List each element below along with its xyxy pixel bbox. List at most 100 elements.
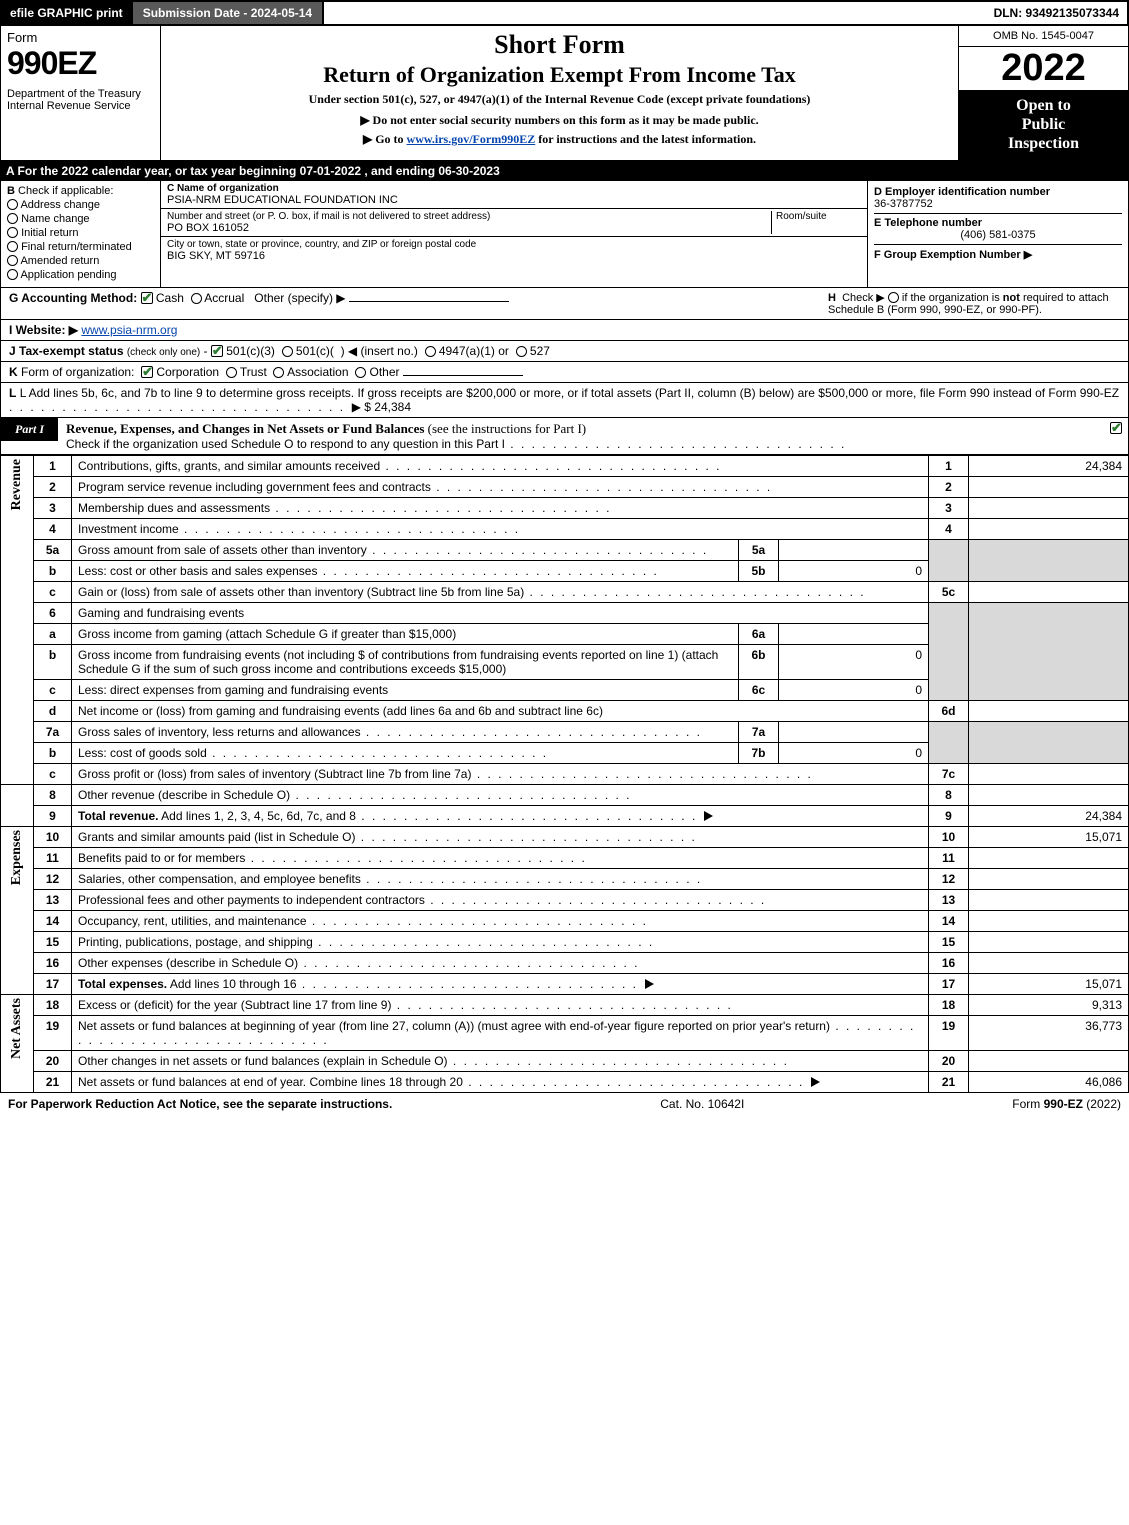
line-8-rn: 8 — [929, 784, 969, 805]
under-section: Under section 501(c), 527, or 4947(a)(1)… — [169, 92, 950, 107]
do-not-enter: ▶ Do not enter social security numbers o… — [169, 113, 950, 128]
line-18-num: 18 — [34, 994, 72, 1015]
line-9-rn: 9 — [929, 805, 969, 826]
goto-link[interactable]: www.irs.gov/Form990EZ — [407, 132, 536, 146]
check-name-change[interactable]: Name change — [7, 213, 154, 225]
form-title: Return of Organization Exempt From Incom… — [169, 62, 950, 88]
form-header: Form 990EZ Department of the Treasury In… — [0, 26, 1129, 161]
line-7b-num: b — [34, 742, 72, 763]
check-527[interactable] — [516, 346, 527, 357]
line-1-num: 1 — [34, 455, 72, 476]
line-15-value — [969, 931, 1129, 952]
check-address-change[interactable]: Address change — [7, 199, 154, 211]
line-7a-sc: 7a — [739, 721, 779, 742]
line-1-rn: 1 — [929, 455, 969, 476]
tax-year: 2022 — [959, 47, 1128, 90]
line-5a-desc: Gross amount from sale of assets other t… — [72, 539, 739, 560]
org-address: PO BOX 161052 — [167, 222, 771, 234]
topbar: efile GRAPHIC print Submission Date - 20… — [0, 0, 1129, 26]
line-15-rn: 15 — [929, 931, 969, 952]
check-accrual[interactable] — [191, 293, 202, 304]
box-b-head: B — [7, 185, 15, 197]
arrow-icon — [811, 1077, 820, 1087]
line-17-num: 17 — [34, 973, 72, 994]
line-6b-num: b — [34, 644, 72, 679]
i-label: I Website: ▶ — [9, 323, 78, 337]
line-19-num: 19 — [34, 1015, 72, 1050]
line-13-value — [969, 889, 1129, 910]
box-d-e-f: D Employer identification number 36-3787… — [868, 181, 1128, 287]
line-6-shade — [929, 602, 969, 700]
line-2-rn: 2 — [929, 476, 969, 497]
check-trust[interactable] — [226, 367, 237, 378]
check-other-org[interactable] — [355, 367, 366, 378]
line-19-value: 36,773 — [969, 1015, 1129, 1050]
short-form-title: Short Form — [169, 30, 950, 60]
check-cash[interactable] — [141, 292, 153, 304]
line-4-rn: 4 — [929, 518, 969, 539]
website-link[interactable]: www.psia-nrm.org — [81, 323, 177, 337]
line-6d-rn: 6d — [929, 700, 969, 721]
revenue-label: Revenue — [1, 455, 34, 784]
rows-g-to-k: G Accounting Method: Cash Accrual Other … — [0, 288, 1129, 383]
line-7a-sv — [779, 721, 929, 742]
room-label: Room/suite — [776, 211, 861, 222]
line-7b-desc: Less: cost of goods sold — [72, 742, 739, 763]
line-13-num: 13 — [34, 889, 72, 910]
line-6c-sv: 0 — [779, 679, 929, 700]
check-h[interactable] — [888, 292, 899, 303]
line-8-value — [969, 784, 1129, 805]
check-assoc[interactable] — [273, 367, 284, 378]
check-4947[interactable] — [425, 346, 436, 357]
line-4-desc: Investment income — [72, 518, 929, 539]
line-14-desc: Occupancy, rent, utilities, and maintena… — [72, 910, 929, 931]
line-5c-desc: Gain or (loss) from sale of assets other… — [72, 581, 929, 602]
line-10-rn: 10 — [929, 826, 969, 847]
line-20-desc: Other changes in net assets or fund bala… — [72, 1050, 929, 1071]
dept-name: Department of the Treasury — [7, 88, 154, 100]
line-6c-num: c — [34, 679, 72, 700]
line-7ab-shade-v — [969, 721, 1129, 763]
check-corp[interactable] — [141, 366, 153, 378]
check-501c[interactable] — [282, 346, 293, 357]
line-2-num: 2 — [34, 476, 72, 497]
form-id-block: Form 990EZ Department of the Treasury In… — [1, 26, 161, 160]
line-5a-sv — [779, 539, 929, 560]
line-21-value: 46,086 — [969, 1071, 1129, 1092]
check-amended-return[interactable]: Amended return — [7, 255, 154, 267]
goto-line: ▶ Go to www.irs.gov/Form990EZ for instru… — [169, 132, 950, 147]
group-exemption-label: F Group Exemption Number ▶ — [874, 248, 1122, 261]
line-12-value — [969, 868, 1129, 889]
line-4-num: 4 — [34, 518, 72, 539]
line-1-value: 24,384 — [969, 455, 1129, 476]
line-6-num: 6 — [34, 602, 72, 623]
expenses-label: Expenses — [1, 826, 34, 994]
line-6-desc: Gaming and fundraising events — [72, 602, 929, 623]
line-5b-num: b — [34, 560, 72, 581]
line-5c-value — [969, 581, 1129, 602]
check-501c3[interactable] — [211, 345, 223, 357]
box-c: C Name of organization PSIA-NRM EDUCATIO… — [161, 181, 868, 287]
line-13-desc: Professional fees and other payments to … — [72, 889, 929, 910]
goto-pre: ▶ Go to — [363, 132, 407, 146]
line-9-num: 9 — [34, 805, 72, 826]
line-17-desc: Total expenses. Add lines 10 through 16 — [72, 973, 929, 994]
form-number: 990EZ — [7, 45, 154, 82]
check-application-pending[interactable]: Application pending — [7, 269, 154, 281]
line-19-rn: 19 — [929, 1015, 969, 1050]
footer-left: For Paperwork Reduction Act Notice, see … — [8, 1097, 392, 1111]
check-final-return[interactable]: Final return/terminated — [7, 241, 154, 253]
part1-check[interactable] — [1104, 418, 1128, 438]
check-initial-return[interactable]: Initial return — [7, 227, 154, 239]
dln: DLN: 93492135073344 — [324, 2, 1127, 24]
line-9-desc: Total revenue. Add lines 1, 2, 3, 4, 5c,… — [72, 805, 929, 826]
line-12-num: 12 — [34, 868, 72, 889]
box-b-check-label: Check if applicable: — [18, 185, 113, 197]
accrual-label: Accrual — [204, 291, 244, 305]
line-6b-sc: 6b — [739, 644, 779, 679]
line-8-desc: Other revenue (describe in Schedule O) — [72, 784, 929, 805]
footer-right: Form 990-EZ (2022) — [1012, 1097, 1121, 1111]
line-6c-desc: Less: direct expenses from gaming and fu… — [72, 679, 739, 700]
line-5c-num: c — [34, 581, 72, 602]
row-l: L L Add lines 5b, 6c, and 7b to line 9 t… — [0, 383, 1129, 418]
